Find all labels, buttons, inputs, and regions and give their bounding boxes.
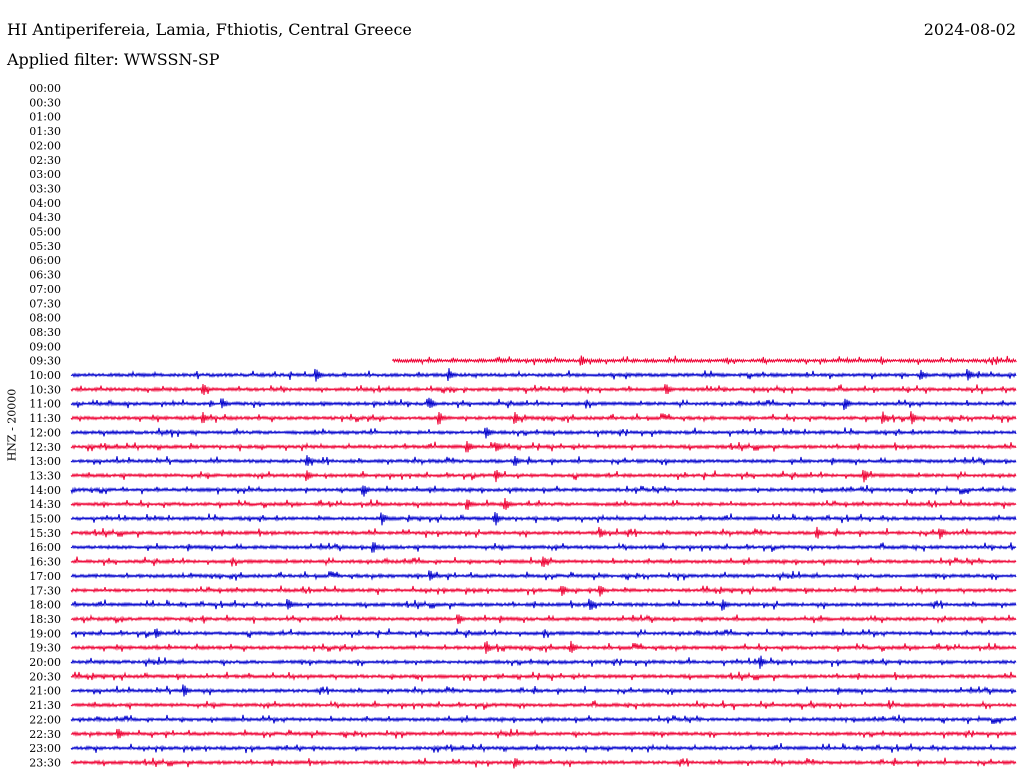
row-tick-label: 16:00 bbox=[29, 541, 61, 554]
row-tick-label: 06:00 bbox=[29, 254, 61, 267]
row-tick-label: 23:00 bbox=[29, 742, 61, 755]
row-tick-label: 22:00 bbox=[29, 713, 61, 726]
row-tick-label: 15:30 bbox=[29, 527, 61, 540]
row-tick-label: 00:30 bbox=[29, 96, 61, 109]
row-tick-label: 02:30 bbox=[29, 154, 61, 167]
row-tick-label: 21:30 bbox=[29, 699, 61, 712]
seismic-trace-1500 bbox=[70, 511, 1017, 526]
row-tick-label: 07:00 bbox=[29, 283, 61, 296]
row-tick-label: 01:00 bbox=[29, 111, 61, 124]
row-tick-label: 11:30 bbox=[29, 412, 61, 425]
row-tick-label: 05:00 bbox=[29, 226, 61, 239]
row-tick-label: 14:00 bbox=[29, 484, 61, 497]
seismic-trace-1300 bbox=[70, 455, 1017, 466]
seismic-trace-1100 bbox=[70, 397, 1017, 411]
row-tick-label: 11:00 bbox=[29, 398, 61, 411]
row-tick-label: 10:00 bbox=[29, 369, 61, 382]
seismic-trace-1800 bbox=[70, 598, 1017, 611]
row-tick-label: 01:30 bbox=[29, 125, 61, 138]
seismic-trace-1830 bbox=[70, 614, 1017, 625]
seismic-trace-2030 bbox=[70, 671, 1017, 682]
seismic-trace-2330 bbox=[70, 757, 1017, 769]
row-tick-label: 10:30 bbox=[29, 383, 61, 396]
row-tick-label: 09:30 bbox=[29, 355, 61, 368]
row-tick-label: 17:00 bbox=[29, 570, 61, 583]
row-tick-label: 22:30 bbox=[29, 728, 61, 741]
row-tick-label: 03:00 bbox=[29, 168, 61, 181]
station-title: HI Antiperifereia, Lamia, Fthiotis, Cent… bbox=[7, 20, 412, 39]
row-tick-label: 13:00 bbox=[29, 455, 61, 468]
row-tick-label: 05:30 bbox=[29, 240, 61, 253]
seismic-trace-1430 bbox=[70, 497, 1017, 510]
row-tick-label: 15:00 bbox=[29, 513, 61, 526]
row-tick-label: 04:00 bbox=[29, 197, 61, 210]
seismic-trace-1600 bbox=[70, 542, 1017, 553]
seismic-trace-2230 bbox=[70, 728, 1017, 739]
row-tick-label: 21:00 bbox=[29, 685, 61, 698]
row-tick-label: 13:30 bbox=[29, 469, 61, 482]
row-tick-label: 09:00 bbox=[29, 340, 61, 353]
row-tick-label: 20:00 bbox=[29, 656, 61, 669]
row-tick-label: 14:30 bbox=[29, 498, 61, 511]
row-tick-label: 07:30 bbox=[29, 297, 61, 310]
row-tick-label: 08:00 bbox=[29, 312, 61, 325]
seismic-trace-1900 bbox=[70, 628, 1017, 639]
row-tick-label: 12:30 bbox=[29, 441, 61, 454]
filter-label: Applied filter: WWSSN-SP bbox=[7, 50, 220, 69]
seismic-trace-2200 bbox=[70, 714, 1017, 725]
seismic-trace-1930 bbox=[70, 640, 1017, 654]
seismic-trace-1030 bbox=[70, 383, 1017, 395]
seismic-trace-1130 bbox=[70, 411, 1017, 425]
row-tick-label: 23:30 bbox=[29, 756, 61, 769]
seismic-trace-1330 bbox=[70, 469, 1017, 483]
seismic-trace-1400 bbox=[70, 484, 1017, 497]
row-tick-label: 06:30 bbox=[29, 269, 61, 282]
row-tick-label: 03:30 bbox=[29, 182, 61, 195]
row-tick-label: 20:30 bbox=[29, 670, 61, 683]
row-tick-label: 19:30 bbox=[29, 642, 61, 655]
seismic-trace-0930 bbox=[391, 355, 1017, 366]
seismic-trace-2130 bbox=[70, 700, 1017, 711]
row-tick-label: 17:30 bbox=[29, 584, 61, 597]
row-tick-label: 18:30 bbox=[29, 613, 61, 626]
row-tick-label: 16:30 bbox=[29, 556, 61, 569]
seismic-trace-2000 bbox=[70, 655, 1017, 669]
seismic-trace-2100 bbox=[70, 684, 1017, 697]
row-tick-label: 08:30 bbox=[29, 326, 61, 339]
row-tick-label: 12:00 bbox=[29, 426, 61, 439]
seismic-trace-2300 bbox=[70, 743, 1017, 754]
row-tick-label: 19:00 bbox=[29, 627, 61, 640]
seismic-trace-1730 bbox=[70, 585, 1017, 597]
plot-date: 2024-08-02 bbox=[923, 20, 1016, 39]
row-tick-label: 02:00 bbox=[29, 139, 61, 152]
row-tick-label: 18:00 bbox=[29, 599, 61, 612]
seismic-trace-1200 bbox=[70, 427, 1017, 439]
row-tick-label: 04:30 bbox=[29, 211, 61, 224]
seismic-trace-1230 bbox=[70, 441, 1017, 453]
seismic-trace-1000 bbox=[70, 368, 1017, 382]
seismic-trace-1700 bbox=[70, 570, 1017, 581]
seismic-trace-1530 bbox=[70, 526, 1017, 540]
row-tick-label: 00:00 bbox=[29, 82, 61, 95]
seismic-trace-1630 bbox=[70, 556, 1017, 567]
